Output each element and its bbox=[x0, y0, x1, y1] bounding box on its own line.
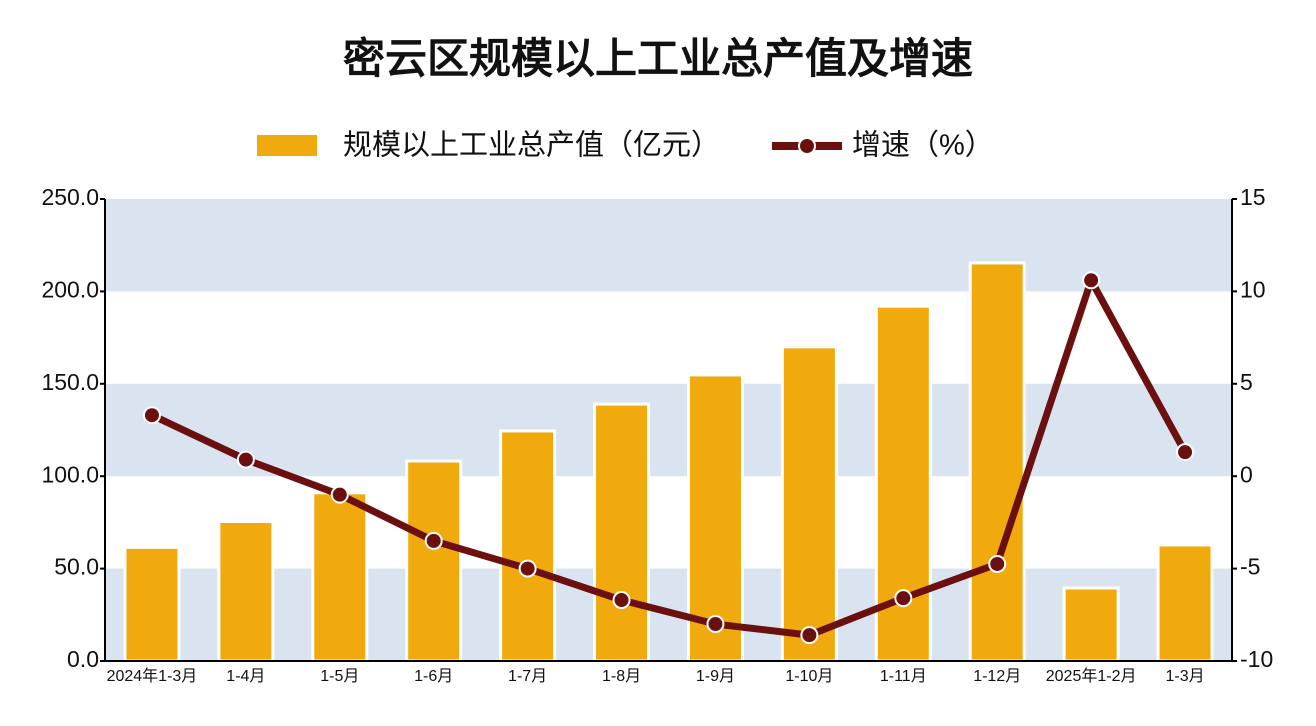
line bbox=[150, 276, 1189, 639]
y2-tick-label: 5 bbox=[1240, 369, 1253, 395]
x-tick-label: 1-12月 bbox=[973, 668, 1021, 685]
bar bbox=[686, 373, 744, 663]
line-marker bbox=[988, 554, 1007, 573]
y2-tick-label: 15 bbox=[1240, 184, 1266, 210]
x-tick-label: 1-3月 bbox=[1165, 668, 1204, 685]
x-tick-label: 1-4月 bbox=[226, 668, 265, 685]
x-tick-label: 2024年1-3月 bbox=[107, 667, 198, 685]
line-marker bbox=[330, 485, 349, 504]
bar bbox=[217, 519, 275, 663]
y-tick-label: 50.0 bbox=[54, 554, 99, 580]
bar bbox=[405, 459, 463, 663]
y2-tick-label: 10 bbox=[1240, 276, 1266, 302]
line-marker bbox=[142, 406, 161, 425]
line-marker bbox=[706, 615, 725, 634]
x-tick-label: 2025年1-2月 bbox=[1046, 667, 1137, 685]
grid-band bbox=[105, 383, 1232, 477]
y2-tick-label: 0 bbox=[1240, 461, 1253, 487]
y-tick-label: 250.0 bbox=[41, 184, 99, 210]
y-tick-label: 0.0 bbox=[67, 646, 99, 672]
legend-swatch bbox=[798, 137, 816, 155]
line-marker bbox=[424, 531, 443, 550]
bar bbox=[123, 545, 181, 663]
grid-band bbox=[105, 199, 1232, 292]
legend-label: 规模以上工业总产值（亿元） bbox=[343, 129, 720, 162]
line-marker bbox=[800, 626, 819, 645]
bar bbox=[499, 429, 557, 663]
bar bbox=[1062, 586, 1120, 663]
bar bbox=[311, 491, 369, 663]
bar bbox=[1156, 543, 1214, 663]
x-tick-label: 1-6月 bbox=[414, 668, 453, 685]
y-tick-label: 150.0 bbox=[41, 369, 99, 395]
x-tick-label: 1-11月 bbox=[880, 668, 927, 685]
x-tick-label: 1-8月 bbox=[602, 668, 641, 685]
line-marker bbox=[1082, 271, 1101, 290]
y-tick-label: 200.0 bbox=[41, 276, 99, 302]
x-tick-label: 1-10月 bbox=[785, 668, 833, 685]
x-tick-label: 1-5月 bbox=[320, 668, 359, 685]
chart-title: 密云区规模以上工业总产值及增速 bbox=[343, 35, 973, 82]
y-tick-label: 100.0 bbox=[41, 461, 99, 487]
bar bbox=[780, 345, 838, 663]
x-tick-label: 1-9月 bbox=[696, 668, 735, 685]
line-marker bbox=[894, 589, 913, 608]
bar bbox=[968, 261, 1026, 663]
legend-swatch bbox=[257, 135, 317, 156]
y2-tick-label: -5 bbox=[1240, 554, 1260, 580]
y2-tick-label: -10 bbox=[1240, 646, 1273, 672]
line-marker bbox=[518, 559, 537, 578]
legend-label: 增速（%） bbox=[852, 129, 994, 162]
x-tick-label: 1-7月 bbox=[508, 668, 547, 685]
bar bbox=[593, 402, 651, 663]
line-marker bbox=[1176, 443, 1195, 462]
line-marker bbox=[612, 591, 631, 610]
line-marker bbox=[236, 450, 255, 469]
